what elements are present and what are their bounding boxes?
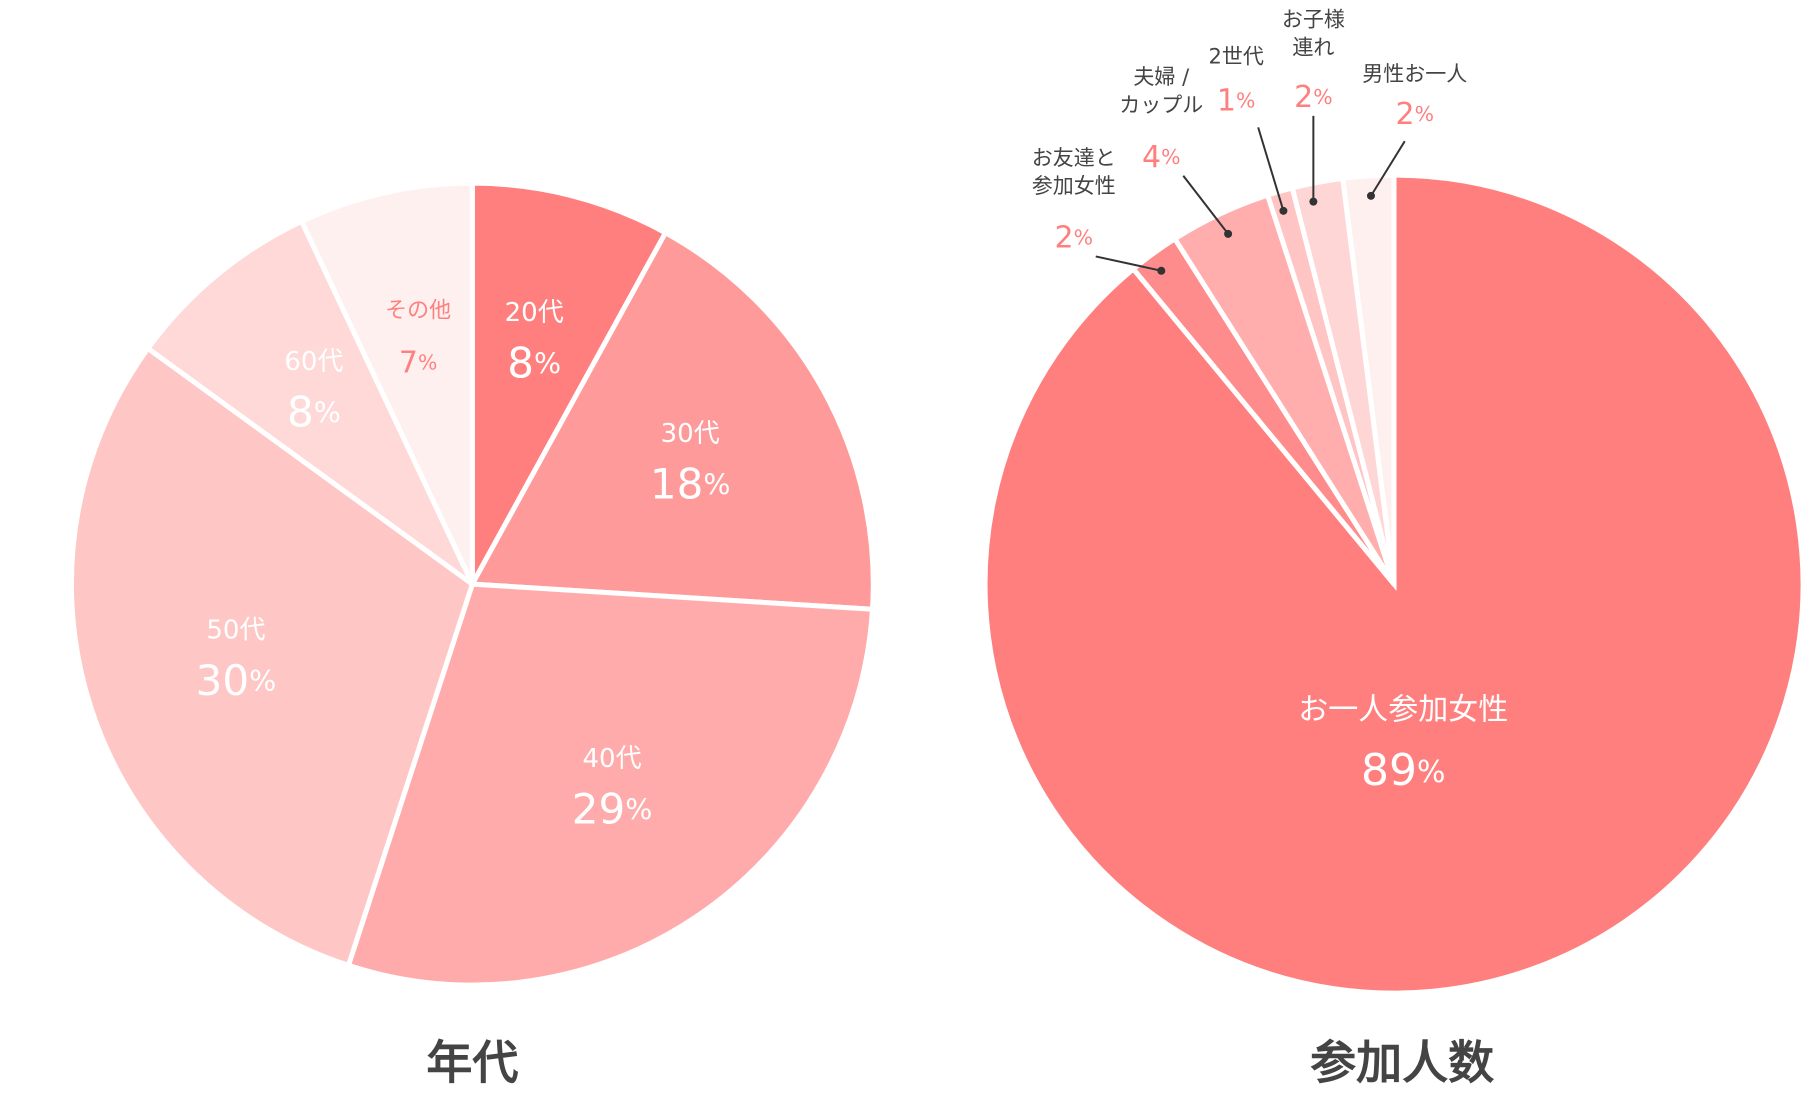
- leader-dot: [1309, 197, 1318, 206]
- slice-category: 20代: [505, 298, 564, 328]
- leader-line: [1182, 175, 1229, 235]
- slice-category: お子様連れ: [1282, 8, 1345, 60]
- pie-slice: [68, 344, 476, 969]
- slice-category: お一人参加女性: [1298, 692, 1508, 727]
- slice-category: 30代: [661, 419, 720, 449]
- pie-slice: [298, 180, 475, 586]
- slice-category: 50代: [206, 615, 265, 645]
- leader-dot: [1366, 191, 1375, 200]
- pie-slice: [1339, 172, 1397, 585]
- slice-value: 89%: [1361, 745, 1445, 796]
- slice-value: 8%: [507, 338, 561, 387]
- slice-value: 30%: [196, 655, 277, 704]
- chart-title: 参加人数: [1310, 1036, 1494, 1090]
- slice-value: 1%: [1217, 83, 1255, 118]
- pie-slice: [468, 229, 876, 612]
- slice-value: 4%: [1142, 139, 1180, 174]
- leader-dot: [1224, 229, 1233, 238]
- slice-value: 2%: [1294, 79, 1332, 114]
- slice-value: 7%: [399, 345, 437, 380]
- leader-dot: [1157, 266, 1166, 275]
- slice-value: 2%: [1054, 220, 1092, 255]
- slice-value: 18%: [650, 459, 731, 508]
- leader-dot: [1279, 206, 1288, 215]
- slice-category: お友達と参加女性: [1032, 146, 1116, 198]
- slice-category: その他: [385, 299, 451, 324]
- slice-category: 60代: [284, 347, 343, 377]
- slice-value: 2%: [1396, 97, 1434, 132]
- slice-category: 夫婦 /カップル: [1119, 65, 1203, 117]
- leader-line: [1257, 127, 1285, 212]
- slice-value: 8%: [287, 387, 341, 436]
- chart-title: 年代: [426, 1036, 518, 1090]
- slice-category: 40代: [583, 744, 642, 774]
- pie-slice: [345, 581, 876, 988]
- leader-line: [1095, 255, 1162, 272]
- pie-slice: [469, 180, 669, 586]
- leader-line: [1370, 140, 1406, 197]
- slice-value: 29%: [572, 784, 653, 833]
- slice-category: 男性お一人: [1362, 62, 1467, 86]
- pie-slice: [144, 218, 475, 587]
- slice-category: 2世代: [1208, 45, 1263, 69]
